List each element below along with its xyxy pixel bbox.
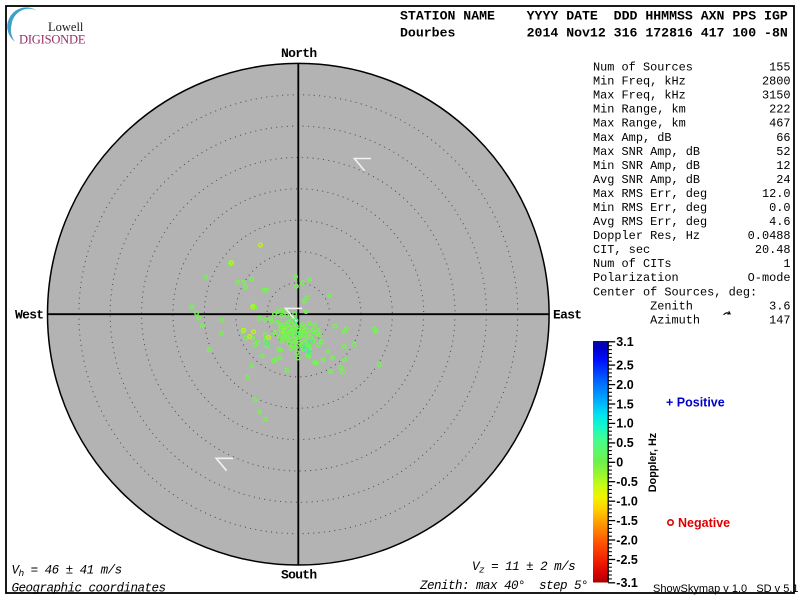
svg-text:12.0: 12.0 [762, 187, 791, 201]
svg-text:Polarization: Polarization [593, 271, 679, 285]
svg-text:66: 66 [776, 131, 790, 145]
svg-text:ShowSkymap v 1.0 SD v 5.1: ShowSkymap v 1.0 SD v 5.1 [653, 583, 799, 595]
svg-text:2800: 2800 [762, 75, 791, 89]
svg-text:0: 0 [616, 456, 623, 470]
svg-text:1: 1 [783, 257, 790, 271]
svg-text:155: 155 [769, 61, 790, 75]
svg-text:24: 24 [776, 173, 790, 187]
svg-text:Min SNR Amp, dB: Min SNR Amp, dB [593, 159, 700, 173]
svg-text:Max Freq, kHz: Max Freq, kHz [593, 89, 686, 103]
svg-text:52: 52 [776, 145, 790, 159]
svg-text:-2.0: -2.0 [616, 533, 638, 547]
svg-text:Lowell: Lowell [48, 20, 84, 34]
svg-text:-3.1: -3.1 [616, 576, 638, 590]
svg-text:Vh = 46 ± 41 m/s: Vh = 46 ± 41 m/s [12, 564, 122, 580]
svg-text:-1.0: -1.0 [616, 495, 638, 509]
svg-text:0.0: 0.0 [769, 201, 790, 215]
svg-text:-0.5: -0.5 [616, 475, 638, 489]
svg-text:Azimuth: Azimuth [593, 313, 700, 327]
svg-text:Dourbes 2014 Nov12 316: Dourbes 2014 Nov12 316 172816 417 100 -8… [400, 26, 788, 41]
svg-text:Min Freq, kHz: Min Freq, kHz [593, 75, 686, 89]
svg-text:0.5: 0.5 [616, 436, 633, 450]
svg-text:4.6: 4.6 [769, 215, 790, 229]
svg-text:STATION NAME YYYY DATE DDD: STATION NAME YYYY DATE DDD HHMMSS AXN PP… [400, 9, 788, 24]
svg-text:-1.5: -1.5 [616, 514, 638, 528]
svg-text:Avg RMS Err, deg: Avg RMS Err, deg [593, 215, 707, 229]
svg-text:+ Positive: + Positive [666, 396, 725, 410]
svg-text:South: South [281, 568, 317, 583]
svg-text:DIGISONDE: DIGISONDE [19, 33, 86, 47]
svg-text:2.5: 2.5 [616, 358, 633, 372]
svg-text:Zenith: max 40° step 5°: Zenith: max 40° step 5° [419, 579, 588, 593]
svg-text:Num of Sources: Num of Sources [593, 61, 693, 75]
svg-text:0.0488: 0.0488 [748, 229, 791, 243]
svg-text:Avg SNR Amp, dB: Avg SNR Amp, dB [593, 173, 700, 187]
svg-text:West: West [15, 308, 43, 323]
svg-text:East: East [553, 308, 581, 323]
svg-text:-2.5: -2.5 [616, 553, 638, 567]
svg-text:Zenith: Zenith [593, 299, 693, 313]
svg-text:1.0: 1.0 [616, 417, 633, 431]
svg-text:Doppler Res, Hz: Doppler Res, Hz [593, 229, 700, 243]
svg-text:3150: 3150 [762, 89, 791, 103]
svg-text:3.6: 3.6 [769, 299, 790, 313]
svg-text:Vz = 11 ± 2 m/s: Vz = 11 ± 2 m/s [472, 560, 575, 576]
svg-text:CIT, sec: CIT, sec [593, 243, 650, 257]
svg-text:Negative: Negative [678, 516, 730, 530]
svg-text:Max Amp, dB: Max Amp, dB [593, 131, 672, 145]
svg-text:O-mode: O-mode [748, 271, 791, 285]
svg-text:467: 467 [769, 117, 790, 131]
svg-text:Center of Sources, deg:: Center of Sources, deg: [593, 285, 757, 299]
svg-text:Num of CITs: Num of CITs [593, 257, 672, 271]
svg-text:147: 147 [769, 313, 790, 327]
svg-text:North: North [281, 46, 317, 61]
svg-text:222: 222 [769, 103, 790, 117]
svg-text:Doppler, Hz: Doppler, Hz [647, 432, 659, 492]
svg-text:1.5: 1.5 [616, 397, 633, 411]
svg-text:3.1: 3.1 [616, 335, 633, 349]
svg-text:Min Range, km: Min Range, km [593, 103, 686, 117]
svg-text:2.0: 2.0 [616, 378, 633, 392]
svg-text:Max Range, km: Max Range, km [593, 117, 686, 131]
svg-text:Min RMS Err, deg: Min RMS Err, deg [593, 201, 707, 215]
svg-text:Max SNR Amp, dB: Max SNR Amp, dB [593, 145, 700, 159]
svg-text:Geographic coordinates: Geographic coordinates [12, 582, 166, 596]
svg-text:12: 12 [776, 159, 790, 173]
svg-text:20.48: 20.48 [755, 243, 791, 257]
svg-text:Max RMS Err, deg: Max RMS Err, deg [593, 187, 707, 201]
